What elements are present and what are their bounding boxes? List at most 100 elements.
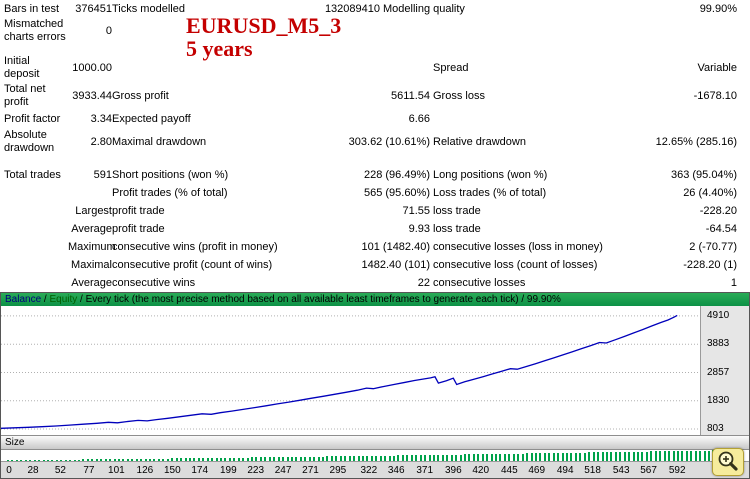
table-row: Initial deposit 1000.00 Spread Variable: [0, 54, 750, 82]
size-bar: [193, 458, 196, 461]
stat-label: Long positions (won %): [433, 168, 548, 181]
size-bar: [534, 453, 537, 461]
size-bar: [361, 455, 364, 461]
size-bar: [91, 459, 94, 461]
stat-label: Gross profit: [112, 89, 169, 102]
size-bar: [313, 456, 316, 461]
x-axis-label: 52: [54, 465, 66, 476]
size-bar: [472, 454, 475, 461]
size-bar: [286, 457, 289, 461]
size-bar: [353, 456, 355, 461]
size-bar: [322, 456, 324, 461]
size-bar: [526, 453, 529, 461]
size-bar: [228, 457, 231, 461]
stat-value: 1000.00: [72, 61, 112, 74]
size-bar: [259, 457, 262, 461]
size-bar: [566, 452, 568, 461]
size-bar: [304, 456, 307, 461]
size-bar: [707, 450, 710, 461]
size-bar: [60, 459, 63, 461]
size-bar: [455, 454, 458, 461]
stat-label: consecutive losses: [433, 276, 526, 289]
size-bar: [370, 455, 373, 461]
size-bar: [197, 458, 200, 461]
size-bar: [610, 452, 613, 461]
size-bar: [393, 455, 395, 461]
size-bar: [632, 451, 635, 461]
size-bar: [463, 454, 466, 461]
stat-value: 99.90%: [699, 3, 737, 15]
size-bar: [637, 451, 639, 461]
size-bar: [459, 454, 462, 461]
size-bar: [477, 454, 480, 461]
size-bar: [64, 459, 67, 461]
stat-value: 22: [417, 276, 430, 289]
x-axis-label: 592: [668, 465, 686, 476]
table-row: Total net profit 3933.44 Gross profit 56…: [0, 82, 750, 110]
x-axis-label: 567: [640, 465, 657, 476]
size-bar: [357, 456, 360, 461]
legend-separator: /: [41, 294, 50, 305]
size-bar: [219, 457, 222, 461]
table-row: Profit factor 3.34 Expected payoff 6.66: [0, 110, 750, 128]
size-bar: [375, 455, 378, 461]
size-bar: [33, 459, 36, 461]
size-bar: [233, 457, 236, 461]
size-bar: [650, 451, 653, 461]
size-bar: [242, 457, 245, 461]
size-bar: [117, 459, 120, 461]
size-bar: [38, 459, 41, 461]
size-bar: [251, 457, 253, 461]
stat-label: Mismatched charts errors: [4, 18, 66, 43]
report-table: Bars in test 376451 Ticks modelled 13208…: [0, 3, 750, 289]
size-bar: [299, 456, 302, 461]
x-axis-label: 126: [136, 465, 154, 476]
size-bar: [397, 455, 400, 461]
graph-header: Balance / Equity / Every tick (the most …: [1, 293, 749, 306]
size-bar: [424, 455, 426, 461]
x-axis-label: 420: [472, 465, 490, 476]
stat-value: 3933.44: [72, 89, 112, 102]
equity-legend: Equity: [49, 294, 78, 305]
size-bar: [149, 458, 151, 461]
balance-plot: [1, 306, 700, 435]
size-bar: [619, 451, 622, 461]
size-bar: [335, 456, 338, 461]
stat-value: 591: [93, 168, 112, 181]
size-bar: [224, 457, 227, 461]
zoom-in-button[interactable]: [712, 448, 744, 476]
stat-value: 3.34: [90, 112, 112, 125]
size-bar: [144, 458, 147, 461]
size-bar: [570, 452, 573, 461]
stat-value: 9.93: [408, 222, 430, 235]
stat-label: Profit trades (% of total): [112, 186, 228, 199]
size-bar: [517, 453, 520, 461]
size-bar: [166, 458, 169, 461]
stat-value: Maximum: [68, 240, 116, 253]
size-bar: [215, 457, 218, 461]
stat-label: Short positions (won %): [112, 168, 229, 181]
size-bar: [24, 459, 27, 461]
stat-label: Maximal drawdown: [112, 135, 207, 148]
stat-value: 2 (-70.77): [689, 240, 737, 253]
size-bar: [623, 451, 626, 461]
size-bar: [42, 459, 45, 461]
stat-label: Spread: [433, 61, 469, 74]
stat-value: Variable: [697, 61, 737, 74]
stat-label: Profit factor: [4, 112, 61, 125]
x-axis-label: 0: [6, 465, 12, 476]
size-bar: [645, 451, 648, 461]
size-bar: [268, 457, 271, 461]
stat-value: 101 (1482.40): [361, 240, 431, 253]
stat-value: 12.65% (285.16): [655, 135, 737, 148]
size-bar: [78, 459, 80, 461]
size-bar: [11, 460, 14, 461]
table-row: Total trades 591 Short positions (won %)…: [0, 166, 750, 184]
size-bar: [29, 459, 32, 461]
x-axis-label: 174: [191, 465, 209, 476]
size-bar: [384, 455, 387, 461]
size-bar: [588, 452, 591, 461]
size-bar: [255, 457, 258, 461]
size-bar: [295, 456, 298, 461]
